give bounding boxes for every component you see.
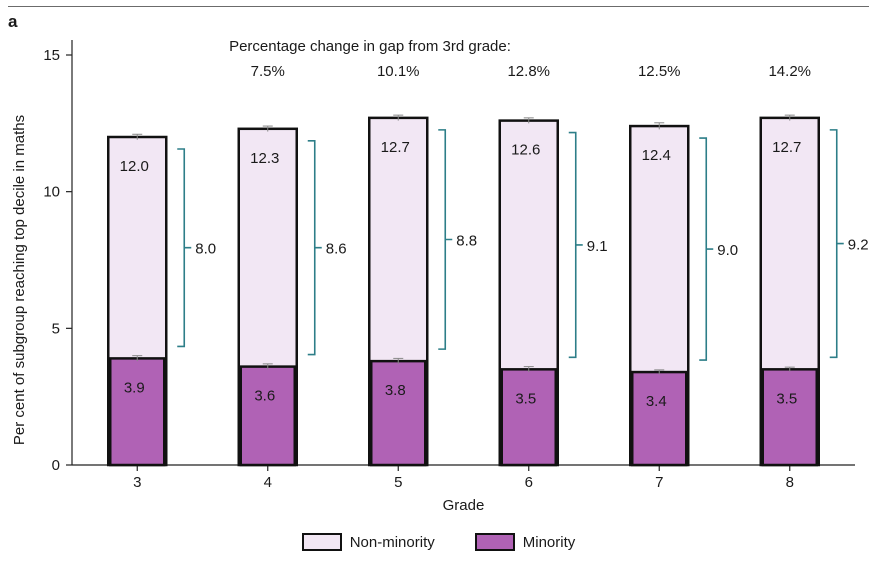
x-tick-label: 7: [655, 474, 663, 491]
gap-bracket: [568, 131, 583, 359]
x-tick-label: 6: [525, 474, 533, 491]
top-rule: [8, 6, 869, 7]
legend: Non-minority Minority: [0, 533, 877, 551]
legend-swatch-non-minority: [301, 533, 342, 551]
value-label-non-minority: 12.4: [642, 147, 671, 164]
value-label-minority: 3.9: [124, 379, 145, 396]
gap-label: 9.0: [717, 242, 738, 259]
y-tick-label: 10: [43, 184, 60, 201]
y-tick-label: 15: [43, 47, 60, 64]
pct-change-label: 7.5%: [251, 63, 285, 80]
pct-change-label: 10.1%: [377, 63, 420, 80]
gap-bracket: [829, 129, 844, 359]
legend-item-minority: Minority: [474, 533, 576, 551]
value-label-non-minority: 12.0: [120, 158, 149, 175]
gap-label: 8.8: [456, 233, 477, 250]
gap-bracket: [699, 137, 714, 361]
pct-change-label: 12.8%: [507, 63, 550, 80]
panel-label: a: [8, 12, 18, 31]
value-label-minority: 3.6: [254, 388, 275, 405]
pct-change-label: 14.2%: [768, 63, 811, 80]
bar-minority: [631, 370, 688, 467]
gap-label: 9.2: [848, 237, 869, 254]
x-axis-label: Grade: [443, 497, 485, 514]
gap-bracket: [177, 148, 192, 348]
y-axis-label: Per cent of subgroup reaching top decile…: [11, 115, 28, 445]
bar-minority: [239, 365, 296, 467]
legend-swatch-minority: [474, 533, 515, 551]
value-label-non-minority: 12.6: [511, 142, 540, 159]
bar-minority: [370, 359, 427, 467]
x-tick-label: 8: [786, 474, 794, 491]
y-tick-label: 0: [52, 457, 60, 474]
value-label-non-minority: 12.3: [250, 150, 279, 167]
value-label-minority: 3.4: [646, 393, 667, 410]
value-label-non-minority: 12.7: [381, 139, 410, 156]
bar-minority: [109, 357, 166, 467]
value-label-minority: 3.8: [385, 382, 406, 399]
pct-change-label: 12.5%: [638, 63, 681, 80]
legend-label-non-minority: Non-minority: [349, 533, 435, 551]
legend-item-non-minority: Non-minority: [301, 533, 435, 551]
gap-label: 9.1: [587, 238, 608, 255]
value-label-non-minority: 12.7: [772, 139, 801, 156]
gap-bracket: [438, 129, 453, 350]
y-tick-label: 5: [52, 320, 60, 337]
gap-bracket: [307, 140, 322, 356]
value-label-minority: 3.5: [515, 390, 536, 407]
legend-label-minority: Minority: [522, 533, 576, 551]
bar-minority: [761, 368, 818, 467]
chart: 0 5 10 15 Per cent of subgroup reaching top …: [11, 38, 869, 514]
gap-change-title: Percentage change in gap from 3rd grade:: [229, 38, 511, 55]
x-tick-label: 4: [264, 474, 272, 491]
bar-minority: [500, 368, 557, 467]
gap-label: 8.0: [195, 241, 216, 258]
x-tick-label: 3: [133, 474, 141, 491]
gap-label: 8.6: [326, 241, 347, 258]
value-label-minority: 3.5: [776, 390, 797, 407]
x-tick-label: 5: [394, 474, 402, 491]
